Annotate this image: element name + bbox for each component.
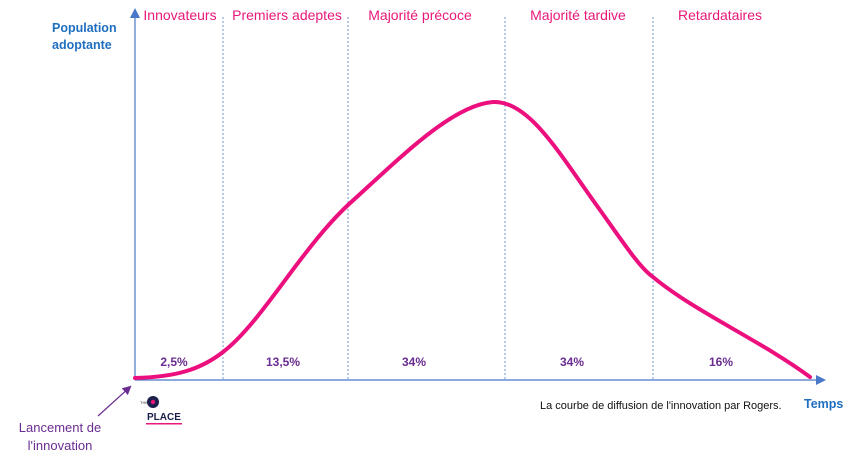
segment-percent-innovateurs: 2,5% xyxy=(160,355,188,369)
x-axis-title: Temps xyxy=(804,397,843,411)
segment-percent-premiers-adeptes: 13,5% xyxy=(266,355,300,369)
launch-label-line2: l'innovation xyxy=(28,438,93,453)
y-axis-title-line1: Population xyxy=(52,21,117,35)
the-place-logo: THE PLACE xyxy=(140,396,182,425)
logo-big-text: PLACE xyxy=(147,412,181,423)
segment-percent-majorite-tardive: 34% xyxy=(560,355,584,369)
y-axis-title-line2: adoptante xyxy=(52,38,112,52)
segment-label-innovateurs: Innovateurs xyxy=(143,7,216,23)
launch-arrow xyxy=(97,385,132,417)
logo-dot-icon xyxy=(150,399,156,405)
segment-percent-retardataires: 16% xyxy=(709,355,733,369)
logo-underline xyxy=(146,423,182,425)
launch-label-line1: Lancement de xyxy=(19,420,101,435)
segment-label-majorite-tardive: Majorité tardive xyxy=(530,7,626,23)
segment-label-premiers-adeptes: Premiers adeptes xyxy=(232,7,342,23)
logo-small-text: THE xyxy=(140,400,148,405)
segment-label-majorite-precoce: Majorité précoce xyxy=(368,7,472,23)
segment-label-retardataires: Retardataires xyxy=(678,7,762,23)
segment-percent-majorite-precoce: 34% xyxy=(402,355,426,369)
diagram-caption: La courbe de diffusion de l'innovation p… xyxy=(540,400,782,412)
adoption-curve xyxy=(133,99,812,380)
